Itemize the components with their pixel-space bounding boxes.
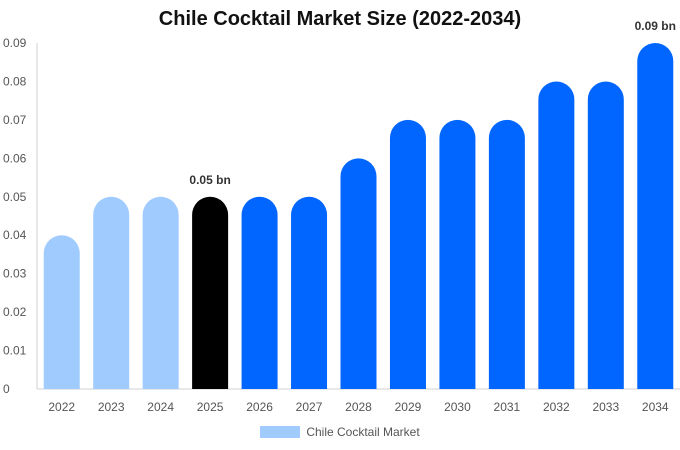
bars — [43, 43, 674, 390]
x-tick-label: 2031 — [494, 400, 521, 414]
x-tick-label: 2022 — [48, 400, 75, 414]
chart-title: Chile Cocktail Market Size (2022-2034) — [158, 8, 522, 30]
x-tick-label: 2028 — [345, 400, 372, 414]
data-label-2025: 0.05 bn — [189, 173, 230, 187]
y-tick-label: 0.03 — [3, 267, 27, 281]
bar-2022 — [43, 235, 80, 389]
bar-2026 — [241, 196, 278, 389]
y-tick-label: 0.09 — [3, 36, 27, 50]
y-tick-label: 0.06 — [3, 151, 27, 165]
x-tick-label: 2025 — [197, 400, 224, 414]
bar-2024 — [142, 196, 179, 389]
bar-2030 — [439, 119, 476, 389]
x-tick-label: 2027 — [296, 400, 323, 414]
bar-2028 — [340, 158, 377, 389]
x-tick-label: 2024 — [147, 400, 174, 414]
x-tick-label: 2032 — [543, 400, 570, 414]
y-tick-label: 0.08 — [3, 74, 27, 88]
y-tick-label: 0.02 — [3, 305, 27, 319]
data-labels: 0.05 bn 0.09 bn — [189, 19, 676, 187]
bar-2029 — [389, 119, 426, 389]
bar-2027 — [291, 196, 328, 389]
x-tick-label: 2029 — [395, 400, 422, 414]
bar-2034 — [637, 43, 674, 389]
y-tick-label: 0.05 — [3, 190, 27, 204]
y-tick-label: 0.01 — [3, 344, 27, 358]
x-tick-label: 2030 — [444, 400, 471, 414]
bar-2033 — [587, 81, 624, 389]
data-label-2034: 0.09 bn — [635, 19, 676, 33]
legend-label: Chile Cocktail Market — [306, 425, 420, 439]
axes: 0 0.01 0.02 0.03 0.04 0.05 0.06 0.07 0.08 0.09 202… — [3, 36, 680, 414]
x-tick-label: 2023 — [98, 400, 125, 414]
legend: Chile Cocktail Market — [0, 425, 680, 439]
x-tick-label: 2034 — [642, 400, 669, 414]
bar-2031 — [488, 119, 525, 390]
bar-2025 — [192, 196, 229, 389]
bar-2032 — [538, 81, 575, 389]
x-tick-label: 2033 — [592, 400, 619, 414]
legend-swatch — [260, 426, 301, 438]
bar-2023 — [93, 196, 130, 389]
y-tick-label: 0.07 — [3, 113, 27, 127]
y-tick-label: 0 — [3, 382, 10, 396]
y-tick-label: 0.04 — [3, 228, 27, 242]
x-tick-label: 2026 — [246, 400, 273, 414]
